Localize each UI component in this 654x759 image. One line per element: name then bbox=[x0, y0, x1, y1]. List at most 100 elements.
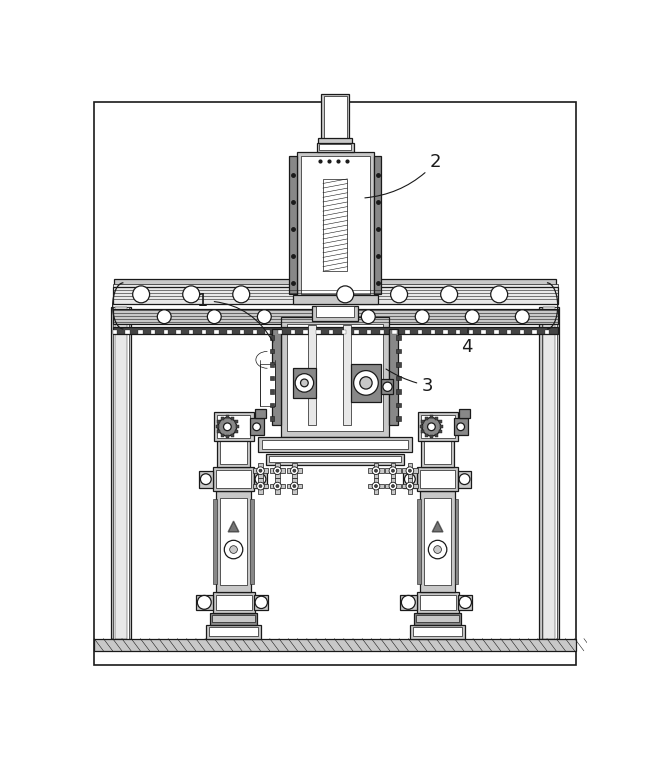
Circle shape bbox=[515, 310, 529, 323]
Bar bbox=[199, 471, 213, 487]
Bar bbox=[212, 616, 255, 622]
Bar bbox=[112, 330, 117, 334]
Bar bbox=[469, 330, 473, 334]
Bar bbox=[417, 499, 421, 584]
Bar bbox=[396, 376, 401, 380]
Bar bbox=[396, 362, 401, 367]
Bar bbox=[235, 430, 237, 433]
Bar bbox=[138, 330, 143, 334]
Circle shape bbox=[256, 467, 264, 474]
Text: 2: 2 bbox=[365, 153, 441, 198]
Bar bbox=[303, 330, 308, 334]
Bar bbox=[227, 330, 232, 334]
Bar bbox=[323, 179, 347, 271]
Bar bbox=[435, 417, 438, 420]
Bar bbox=[458, 471, 471, 487]
Circle shape bbox=[158, 310, 171, 323]
Bar bbox=[454, 418, 468, 435]
Bar bbox=[255, 409, 266, 418]
Bar bbox=[424, 441, 451, 464]
Bar bbox=[430, 330, 435, 334]
Bar bbox=[254, 471, 267, 487]
Bar bbox=[221, 417, 224, 420]
Bar bbox=[354, 330, 358, 334]
Bar bbox=[507, 330, 511, 334]
Bar bbox=[213, 467, 254, 492]
Bar bbox=[176, 330, 181, 334]
Bar bbox=[216, 594, 252, 610]
Circle shape bbox=[218, 417, 237, 436]
Bar bbox=[417, 467, 458, 492]
Bar bbox=[373, 463, 378, 478]
Circle shape bbox=[465, 310, 479, 323]
Text: 4: 4 bbox=[460, 328, 472, 356]
Bar bbox=[112, 309, 558, 324]
Bar bbox=[396, 416, 401, 420]
Bar bbox=[258, 437, 412, 452]
Bar bbox=[389, 329, 398, 425]
Bar bbox=[286, 483, 302, 488]
Circle shape bbox=[301, 379, 308, 387]
Bar bbox=[390, 478, 395, 494]
Circle shape bbox=[391, 469, 394, 472]
Bar bbox=[213, 499, 216, 584]
Circle shape bbox=[224, 540, 243, 559]
Bar bbox=[396, 335, 401, 340]
Circle shape bbox=[362, 310, 375, 323]
Bar bbox=[215, 330, 219, 334]
Circle shape bbox=[255, 597, 267, 609]
Bar bbox=[209, 627, 258, 636]
Circle shape bbox=[293, 469, 296, 472]
Bar bbox=[278, 330, 283, 334]
Bar bbox=[301, 156, 370, 294]
Bar bbox=[216, 470, 251, 488]
Bar bbox=[253, 483, 268, 488]
Bar bbox=[545, 330, 549, 334]
Bar bbox=[269, 335, 274, 340]
Bar bbox=[220, 441, 247, 464]
Bar bbox=[240, 330, 244, 334]
Bar bbox=[456, 330, 460, 334]
Circle shape bbox=[337, 286, 354, 303]
Bar bbox=[189, 330, 194, 334]
Bar bbox=[269, 402, 274, 407]
Bar bbox=[269, 416, 274, 420]
Bar bbox=[292, 463, 297, 478]
Bar bbox=[367, 330, 371, 334]
Bar bbox=[420, 470, 455, 488]
Bar bbox=[164, 330, 168, 334]
Bar bbox=[368, 483, 384, 488]
Text: 3: 3 bbox=[386, 369, 434, 395]
Bar bbox=[424, 498, 451, 585]
Bar bbox=[114, 279, 556, 287]
Bar bbox=[420, 594, 456, 610]
Bar bbox=[392, 330, 397, 334]
Circle shape bbox=[422, 417, 441, 436]
Bar bbox=[414, 613, 462, 625]
Bar bbox=[206, 625, 261, 638]
Bar bbox=[231, 434, 234, 437]
Circle shape bbox=[259, 484, 262, 487]
Circle shape bbox=[259, 469, 262, 472]
Circle shape bbox=[354, 370, 378, 395]
Bar bbox=[455, 499, 458, 584]
Circle shape bbox=[293, 484, 296, 487]
Bar bbox=[417, 412, 458, 442]
Bar bbox=[269, 483, 285, 488]
Bar bbox=[324, 96, 347, 138]
Bar bbox=[540, 307, 559, 638]
Bar bbox=[430, 415, 433, 418]
Circle shape bbox=[406, 482, 414, 490]
Circle shape bbox=[224, 423, 232, 430]
Bar bbox=[269, 468, 285, 473]
Bar bbox=[266, 330, 269, 334]
Bar bbox=[420, 425, 423, 428]
Circle shape bbox=[375, 484, 377, 487]
Bar bbox=[272, 329, 281, 425]
Bar bbox=[220, 498, 247, 585]
Bar bbox=[281, 317, 389, 437]
Bar bbox=[368, 468, 384, 473]
Bar bbox=[373, 478, 378, 494]
Bar bbox=[126, 330, 129, 334]
Bar bbox=[425, 417, 428, 420]
